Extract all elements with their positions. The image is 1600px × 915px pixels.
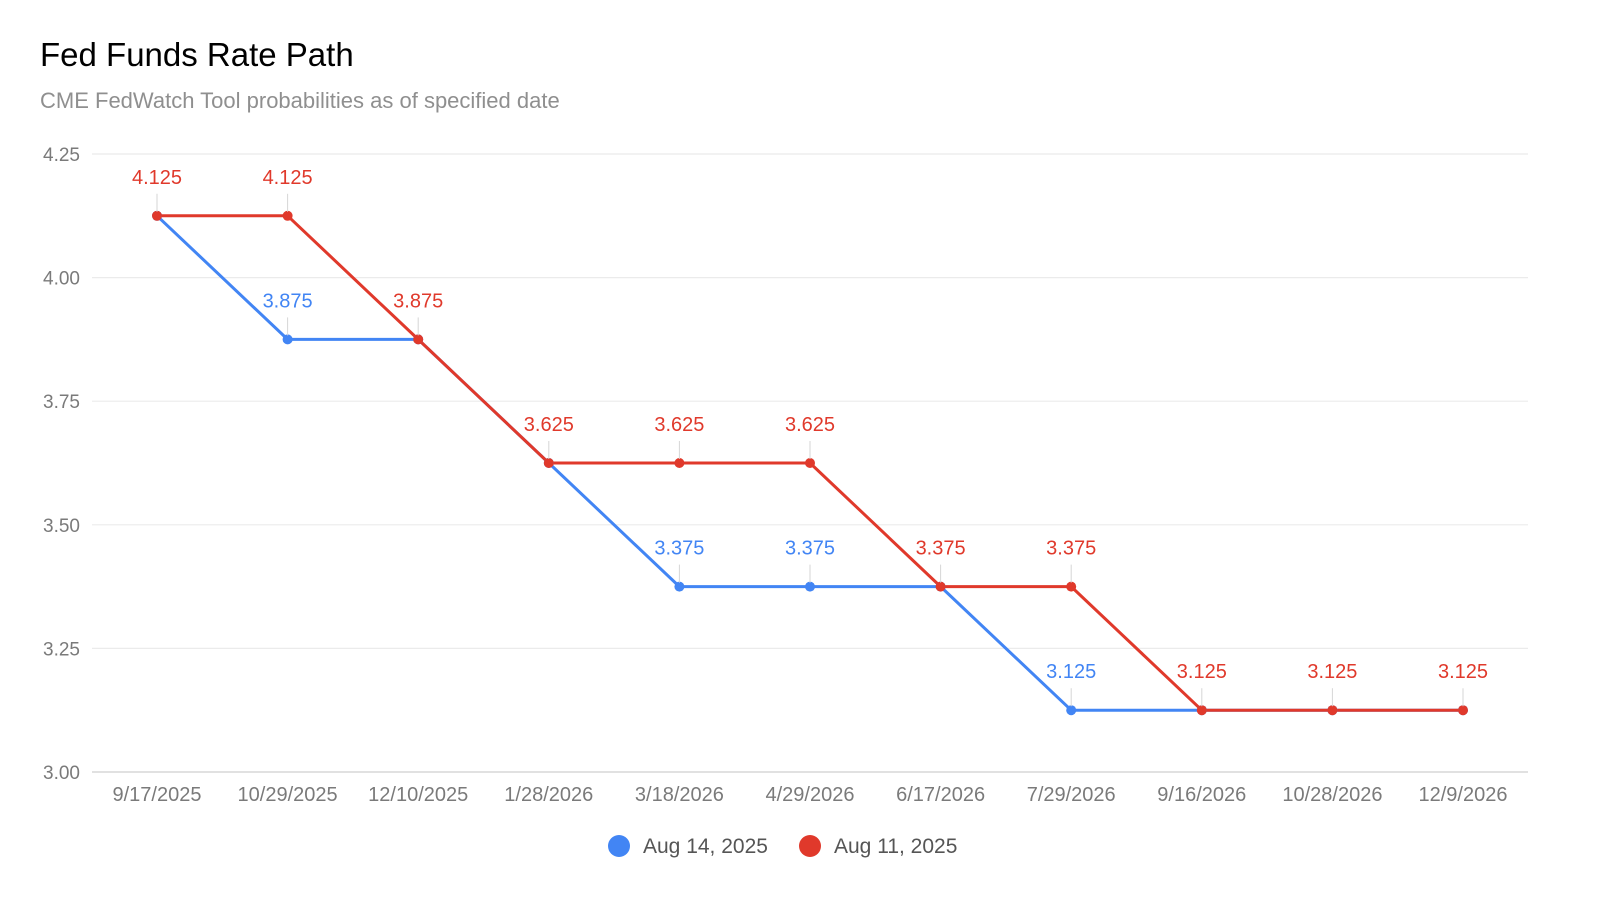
legend-label[interactable]: Aug 14, 2025	[643, 835, 768, 858]
data-label: 3.625	[785, 414, 835, 436]
data-point	[282, 334, 293, 345]
legend-marker[interactable]	[608, 835, 630, 857]
legend-label[interactable]: Aug 11, 2025	[834, 835, 957, 858]
y-tick-label: 3.50	[43, 516, 80, 537]
data-label: 4.125	[263, 167, 313, 189]
x-tick-label: 3/18/2026	[635, 784, 724, 806]
y-tick-label: 4.00	[43, 269, 80, 290]
data-point	[674, 581, 685, 592]
data-point	[1066, 705, 1077, 716]
data-label: 4.125	[132, 167, 182, 189]
data-label: 3.625	[524, 414, 574, 436]
x-tick-label: 10/28/2026	[1282, 784, 1382, 806]
data-label: 3.125	[1307, 661, 1357, 683]
x-tick-label: 12/9/2026	[1419, 784, 1508, 806]
data-label: 3.125	[1438, 661, 1488, 683]
chart-subtitle: CME FedWatch Tool probabilities as of sp…	[40, 88, 560, 113]
data-point	[805, 581, 815, 592]
y-tick-label: 3.00	[43, 763, 80, 784]
data-point	[935, 581, 946, 592]
x-tick-label: 10/29/2025	[238, 784, 338, 806]
data-label: 3.375	[916, 538, 966, 560]
data-point	[805, 458, 815, 468]
data-point	[1196, 705, 1207, 716]
data-point	[1066, 581, 1077, 592]
data-point	[1327, 705, 1338, 716]
data-label: 3.375	[785, 538, 835, 560]
gridlines	[92, 153, 1528, 773]
data-label: 3.375	[654, 538, 704, 560]
data-label: 3.875	[263, 290, 313, 312]
data-label: 3.625	[654, 414, 704, 436]
data-point	[413, 334, 424, 345]
series-points	[152, 210, 1468, 716]
x-tick-label: 4/29/2026	[766, 784, 855, 806]
x-axis-ticks: 9/17/2025 10/29/2025 12/10/2025 1/28/2026 3/…	[113, 784, 1508, 806]
data-point	[282, 210, 293, 221]
y-axis-ticks: 4.25 4.00 3.75 3.50 3.25 3.00	[43, 145, 80, 784]
data-labels: 3.875 3.375 3.375 3.125 4.125 4.125 3.875 3.625…	[132, 167, 1488, 707]
legend-marker[interactable]	[799, 835, 821, 857]
legend[interactable]: Aug 14, 2025 Aug 11, 2025	[608, 835, 957, 858]
chart-title: Fed Funds Rate Path	[40, 36, 354, 73]
data-point	[543, 458, 554, 468]
x-tick-label: 1/28/2026	[504, 784, 593, 806]
y-tick-label: 3.75	[43, 392, 80, 413]
y-tick-label: 3.25	[43, 639, 80, 660]
data-point	[152, 210, 162, 221]
x-tick-label: 12/10/2025	[368, 784, 468, 806]
data-point	[674, 458, 685, 468]
x-tick-label: 9/17/2025	[113, 784, 202, 806]
data-label: 3.125	[1177, 661, 1227, 683]
y-tick-label: 4.25	[43, 145, 80, 166]
x-tick-label: 6/17/2026	[896, 784, 985, 806]
data-label: 3.875	[393, 290, 443, 312]
data-label: 3.375	[1046, 538, 1096, 560]
data-label: 3.125	[1046, 661, 1096, 683]
x-tick-label: 7/29/2026	[1027, 784, 1116, 806]
data-point	[1458, 705, 1468, 716]
x-tick-label: 9/16/2026	[1157, 784, 1246, 806]
